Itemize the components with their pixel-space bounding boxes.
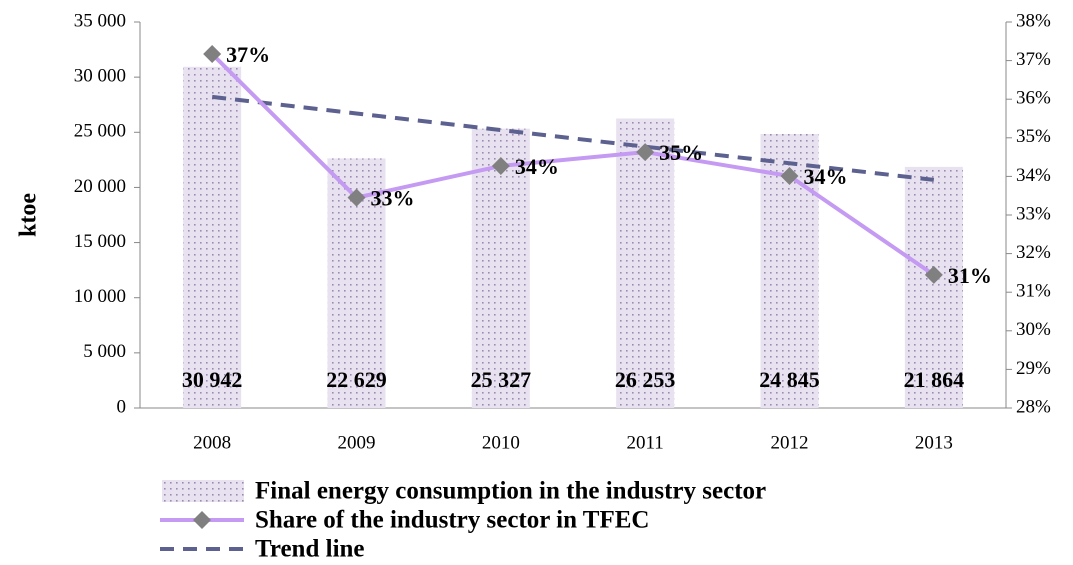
x-tick-label: 2008 <box>193 432 231 453</box>
y2-tick-label: 37% <box>1016 49 1051 70</box>
y-tick-label: 5 000 <box>83 341 126 362</box>
y2-tick-label: 33% <box>1016 203 1051 224</box>
bar-texture <box>616 118 675 408</box>
bar-texture <box>904 166 963 408</box>
x-tick-label: 2012 <box>771 432 809 453</box>
y-tick-label: 20 000 <box>74 176 126 197</box>
bar-value-label: 30 942 <box>182 367 243 392</box>
bar-value-label: 26 253 <box>615 367 676 392</box>
y2-tick-label: 35% <box>1016 126 1051 147</box>
y2-tick-label: 34% <box>1016 165 1051 186</box>
trend-line <box>211 94 935 182</box>
point-label: 37% <box>226 42 270 67</box>
point-label: 35% <box>659 140 703 165</box>
y2-tick-label: 29% <box>1016 358 1051 379</box>
bar-value-label: 25 327 <box>471 367 532 392</box>
bar-value-label: 22 629 <box>326 367 387 392</box>
y-tick-label: 10 000 <box>74 286 126 307</box>
marker <box>924 265 943 284</box>
x-tick-label: 2009 <box>338 432 376 453</box>
y2-tick-label: 31% <box>1016 281 1051 302</box>
legend-label: Trend line <box>255 536 365 563</box>
y2-tick-label: 38% <box>1016 10 1051 31</box>
y-axis-title: ktoe <box>16 193 42 237</box>
y2-tick-label: 30% <box>1016 319 1051 340</box>
y2-tick-label: 36% <box>1016 88 1051 109</box>
point-label: 34% <box>515 154 559 179</box>
y2-tick-label: 28% <box>1016 396 1051 417</box>
legend-label: Share of the industry sector in TFEC <box>255 507 649 534</box>
bar-texture <box>183 66 242 409</box>
x-tick-label: 2013 <box>915 432 953 453</box>
marker <box>636 143 655 162</box>
y-tick-label: 15 000 <box>74 231 126 252</box>
marker <box>347 188 366 207</box>
bar-texture <box>471 128 530 408</box>
legend-marker <box>193 511 211 529</box>
y2-tick-label: 32% <box>1016 242 1051 263</box>
x-tick-label: 2011 <box>627 432 664 453</box>
bar-value-label: 21 864 <box>904 367 965 392</box>
point-label: 33% <box>371 186 415 211</box>
y-tick-label: 25 000 <box>74 121 126 142</box>
legend-label: Final energy consumption in the industry… <box>255 478 766 505</box>
marker <box>780 167 799 186</box>
point-label: 34% <box>804 164 848 189</box>
point-label: 31% <box>948 263 992 288</box>
share-line <box>210 52 935 277</box>
y-tick-label: 30 000 <box>74 66 126 87</box>
bar-value-label: 24 845 <box>759 367 820 392</box>
marker <box>491 156 510 175</box>
legend-swatch-texture <box>162 480 244 502</box>
y-tick-label: 0 <box>117 396 127 417</box>
y-tick-label: 35 000 <box>74 10 126 31</box>
marker <box>203 45 222 64</box>
x-tick-label: 2010 <box>482 432 520 453</box>
